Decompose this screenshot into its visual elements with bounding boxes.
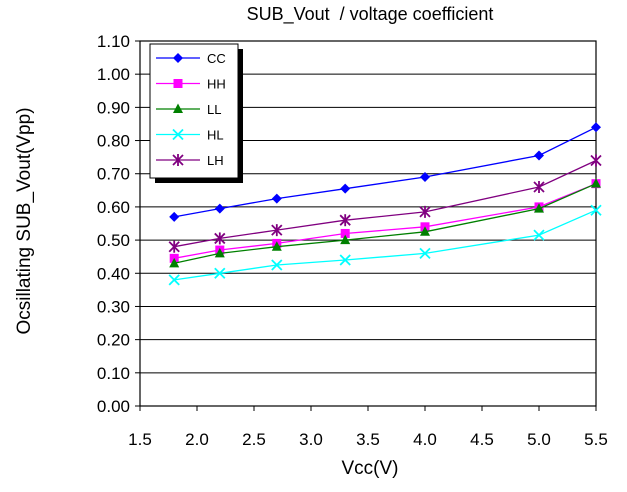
- data-point: [173, 103, 183, 113]
- data-point: [339, 254, 351, 266]
- data-point: [590, 154, 602, 167]
- data-point: [168, 274, 180, 286]
- legend-item-ll: LL: [156, 102, 221, 117]
- data-point: [173, 53, 183, 63]
- y-tick-label: 0.10: [97, 364, 130, 383]
- data-point: [214, 203, 225, 214]
- axes: 0.00 0.10 0.20 0.30 0.40 0.50 0.60 0.70 0.80 0.90…: [97, 32, 608, 449]
- legend-item-hh: HH: [156, 77, 226, 92]
- data-point: [172, 154, 184, 166]
- y-tick-label: 0.70: [97, 165, 130, 184]
- y-tick-label: 1.10: [97, 32, 130, 51]
- data-point: [591, 122, 601, 133]
- data-point: [419, 247, 431, 260]
- x-tick-label: 5.5: [584, 430, 608, 449]
- legend-label: CC: [207, 51, 226, 66]
- x-tick-label: 4.5: [470, 430, 494, 449]
- data-point: [420, 226, 430, 236]
- series-ll: [169, 178, 601, 268]
- y-tick-label: 0.80: [97, 132, 130, 151]
- data-point: [271, 224, 283, 237]
- x-tick-label: 3.5: [356, 430, 380, 449]
- x-axis-label: Vcc(V): [341, 458, 399, 479]
- data-point: [591, 178, 601, 188]
- x-tick-label: 2.0: [185, 430, 209, 449]
- data-point: [271, 259, 283, 271]
- data-point: [271, 241, 282, 251]
- data-point: [168, 240, 180, 253]
- legend-item-hl: HL: [156, 128, 224, 143]
- x-tick-label: 2.5: [242, 430, 266, 449]
- legend-box: [149, 43, 239, 179]
- x-tick-label: 4.0: [413, 430, 437, 449]
- series-line: [174, 209, 597, 281]
- data-point: [590, 204, 602, 216]
- y-tick-label: 0.30: [97, 297, 130, 316]
- y-tick-label: 0.90: [97, 98, 130, 117]
- y-tick-label: 0.20: [97, 331, 130, 350]
- chart-title: SUB_Vout / voltage coefficient: [246, 4, 494, 24]
- series-hl: [168, 204, 602, 286]
- series-line: [174, 183, 597, 259]
- data-point: [169, 211, 180, 222]
- series-hh: [169, 179, 601, 263]
- legend-label: LH: [207, 153, 224, 168]
- data-point: [420, 172, 430, 183]
- y-tick-label: 0.40: [97, 264, 130, 283]
- data-point: [419, 205, 431, 218]
- legend-label: HL: [207, 128, 224, 143]
- y-tick-label: 0.00: [97, 397, 130, 416]
- legend-item-lh: LH: [156, 153, 224, 168]
- y-tick-label: 0.50: [97, 231, 130, 250]
- x-tick-label: 1.5: [128, 430, 152, 449]
- series-cc: [169, 122, 601, 222]
- legend-label: HH: [207, 77, 226, 92]
- x-tick-label: 3.0: [299, 430, 323, 449]
- data-point: [533, 229, 545, 241]
- data-point: [533, 181, 545, 193]
- x-tick-label: 5.0: [527, 430, 551, 449]
- legend-label: LL: [207, 102, 221, 117]
- data-point: [214, 267, 226, 279]
- data-point: [340, 228, 350, 238]
- data-point: [271, 193, 282, 204]
- data-point: [340, 234, 351, 245]
- series-group: [168, 122, 602, 286]
- series-line: [174, 183, 597, 264]
- y-tick-label: 1.00: [97, 65, 130, 84]
- data-point: [169, 257, 180, 268]
- data-point: [339, 214, 351, 227]
- y-tick-label: 0.60: [97, 198, 130, 217]
- series-lh: [168, 154, 602, 253]
- data-point: [534, 203, 544, 213]
- legend: CC HH LL HL LH: [149, 43, 243, 183]
- data-point: [172, 128, 184, 141]
- data-point: [214, 232, 226, 245]
- data-point: [214, 247, 225, 258]
- data-point: [534, 150, 544, 161]
- legend-item-cc: CC: [156, 51, 226, 66]
- data-point: [173, 79, 183, 88]
- data-point: [340, 183, 351, 194]
